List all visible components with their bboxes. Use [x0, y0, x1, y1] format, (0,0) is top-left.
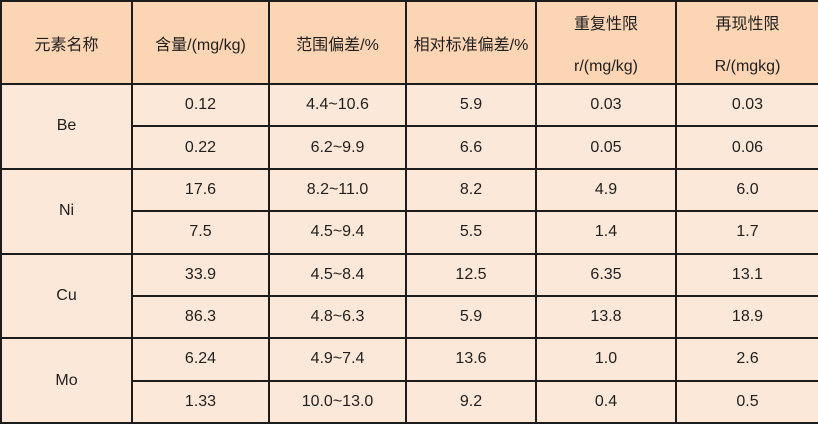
table-cell: 8.2 — [405, 167, 537, 213]
table-cell: 12.5 — [405, 252, 537, 297]
table-cell: 33.9 — [131, 252, 270, 297]
element-name-cell: Ni — [0, 167, 133, 255]
table-cell: 6.2~9.9 — [268, 125, 407, 170]
column-header-repeatability-limit: 重复性限 r/(mg/kg) — [535, 0, 677, 85]
column-header-range-deviation: 范围偏差/% — [268, 0, 407, 85]
column-header-content: 含量/(mg/kg) — [131, 0, 270, 85]
table-cell: 1.0 — [535, 337, 677, 382]
table-cell: 1.7 — [675, 210, 818, 255]
header-line-2: R/(mgkg) — [714, 57, 781, 75]
element-name-cell: Mo — [0, 337, 133, 424]
table-cell: 4.5~9.4 — [268, 210, 407, 255]
table-cell: 6.0 — [675, 167, 818, 213]
table-body: Be 0.12 4.4~10.6 5.9 0.03 0.03 0.22 6.2~… — [0, 82, 818, 424]
header-line-1: 重复性限 — [573, 15, 638, 33]
table-cell: 9.2 — [405, 379, 537, 424]
table-row: 86.3 4.8~6.3 5.9 13.8 18.9 — [1, 294, 818, 340]
table-cell: 5.9 — [405, 82, 537, 128]
table-cell: 4.8~6.3 — [268, 294, 407, 340]
header-row: 元素名称 含量/(mg/kg) 范围偏差/% 相对标准偏差/% 重复性限 r/(… — [0, 0, 818, 85]
header-line-1: 再现性限 — [715, 15, 780, 33]
table-cell: 7.5 — [131, 210, 270, 255]
table-row: Mo 6.24 4.9~7.4 13.6 1.0 2.6 — [0, 337, 818, 424]
table-cell: 4.9 — [535, 167, 677, 213]
table-cell: 6.24 — [131, 337, 270, 382]
table-cell: 1.33 — [131, 379, 270, 424]
column-header-rsd: 相对标准偏差/% — [405, 0, 537, 85]
table-cell: 4.4~10.6 — [268, 82, 407, 128]
table-row: Be 0.12 4.4~10.6 5.9 0.03 0.03 — [0, 82, 818, 170]
table-cell: 13.8 — [535, 294, 677, 340]
table-cell: 17.6 — [131, 167, 270, 213]
table-row: 7.5 4.5~9.4 5.5 1.4 1.7 — [1, 210, 818, 255]
table-cell: 4.5~8.4 — [268, 252, 407, 297]
table-cell: 6.35 — [535, 252, 677, 297]
table-cell: 0.22 — [131, 125, 270, 170]
column-header-element-name: 元素名称 — [0, 0, 133, 85]
table-cell: 8.2~11.0 — [268, 167, 407, 213]
table-cell: 0.12 — [131, 82, 270, 128]
table-cell: 0.4 — [535, 379, 677, 424]
table-cell: 0.03 — [535, 82, 677, 128]
table-cell: 4.9~7.4 — [268, 337, 407, 382]
table-row: 1.33 10.0~13.0 9.2 0.4 0.5 — [1, 379, 818, 424]
header-line-2: r/(mg/kg) — [574, 57, 638, 75]
table-cell: 5.9 — [405, 294, 537, 340]
table-cell: 0.05 — [535, 125, 677, 170]
table-cell: 86.3 — [131, 294, 270, 340]
element-name-cell: Cu — [0, 252, 133, 340]
table-cell: 0.03 — [675, 82, 818, 128]
element-name-cell: Be — [0, 83, 133, 170]
table-cell: 0.06 — [675, 125, 818, 170]
table-cell: 5.5 — [405, 210, 537, 255]
table-cell: 0.5 — [675, 379, 818, 424]
table-cell: 2.6 — [675, 337, 818, 382]
table-row: 0.22 6.2~9.9 6.6 0.05 0.06 — [1, 125, 818, 170]
table-header: 元素名称 含量/(mg/kg) 范围偏差/% 相对标准偏差/% 重复性限 r/(… — [0, 0, 818, 85]
table-cell: 10.0~13.0 — [268, 379, 407, 424]
table-cell: 6.6 — [405, 125, 537, 170]
table-cell: 1.4 — [535, 210, 677, 255]
table-row: Ni 17.6 8.2~11.0 8.2 4.9 6.0 — [0, 167, 818, 255]
table-cell: 18.9 — [675, 294, 818, 340]
table-row: Cu 33.9 4.5~8.4 12.5 6.35 13.1 — [0, 252, 818, 340]
table-cell: 13.1 — [675, 252, 818, 297]
column-header-reproducibility-limit: 再现性限 R/(mgkg) — [675, 0, 818, 85]
table-cell: 13.6 — [405, 337, 537, 382]
